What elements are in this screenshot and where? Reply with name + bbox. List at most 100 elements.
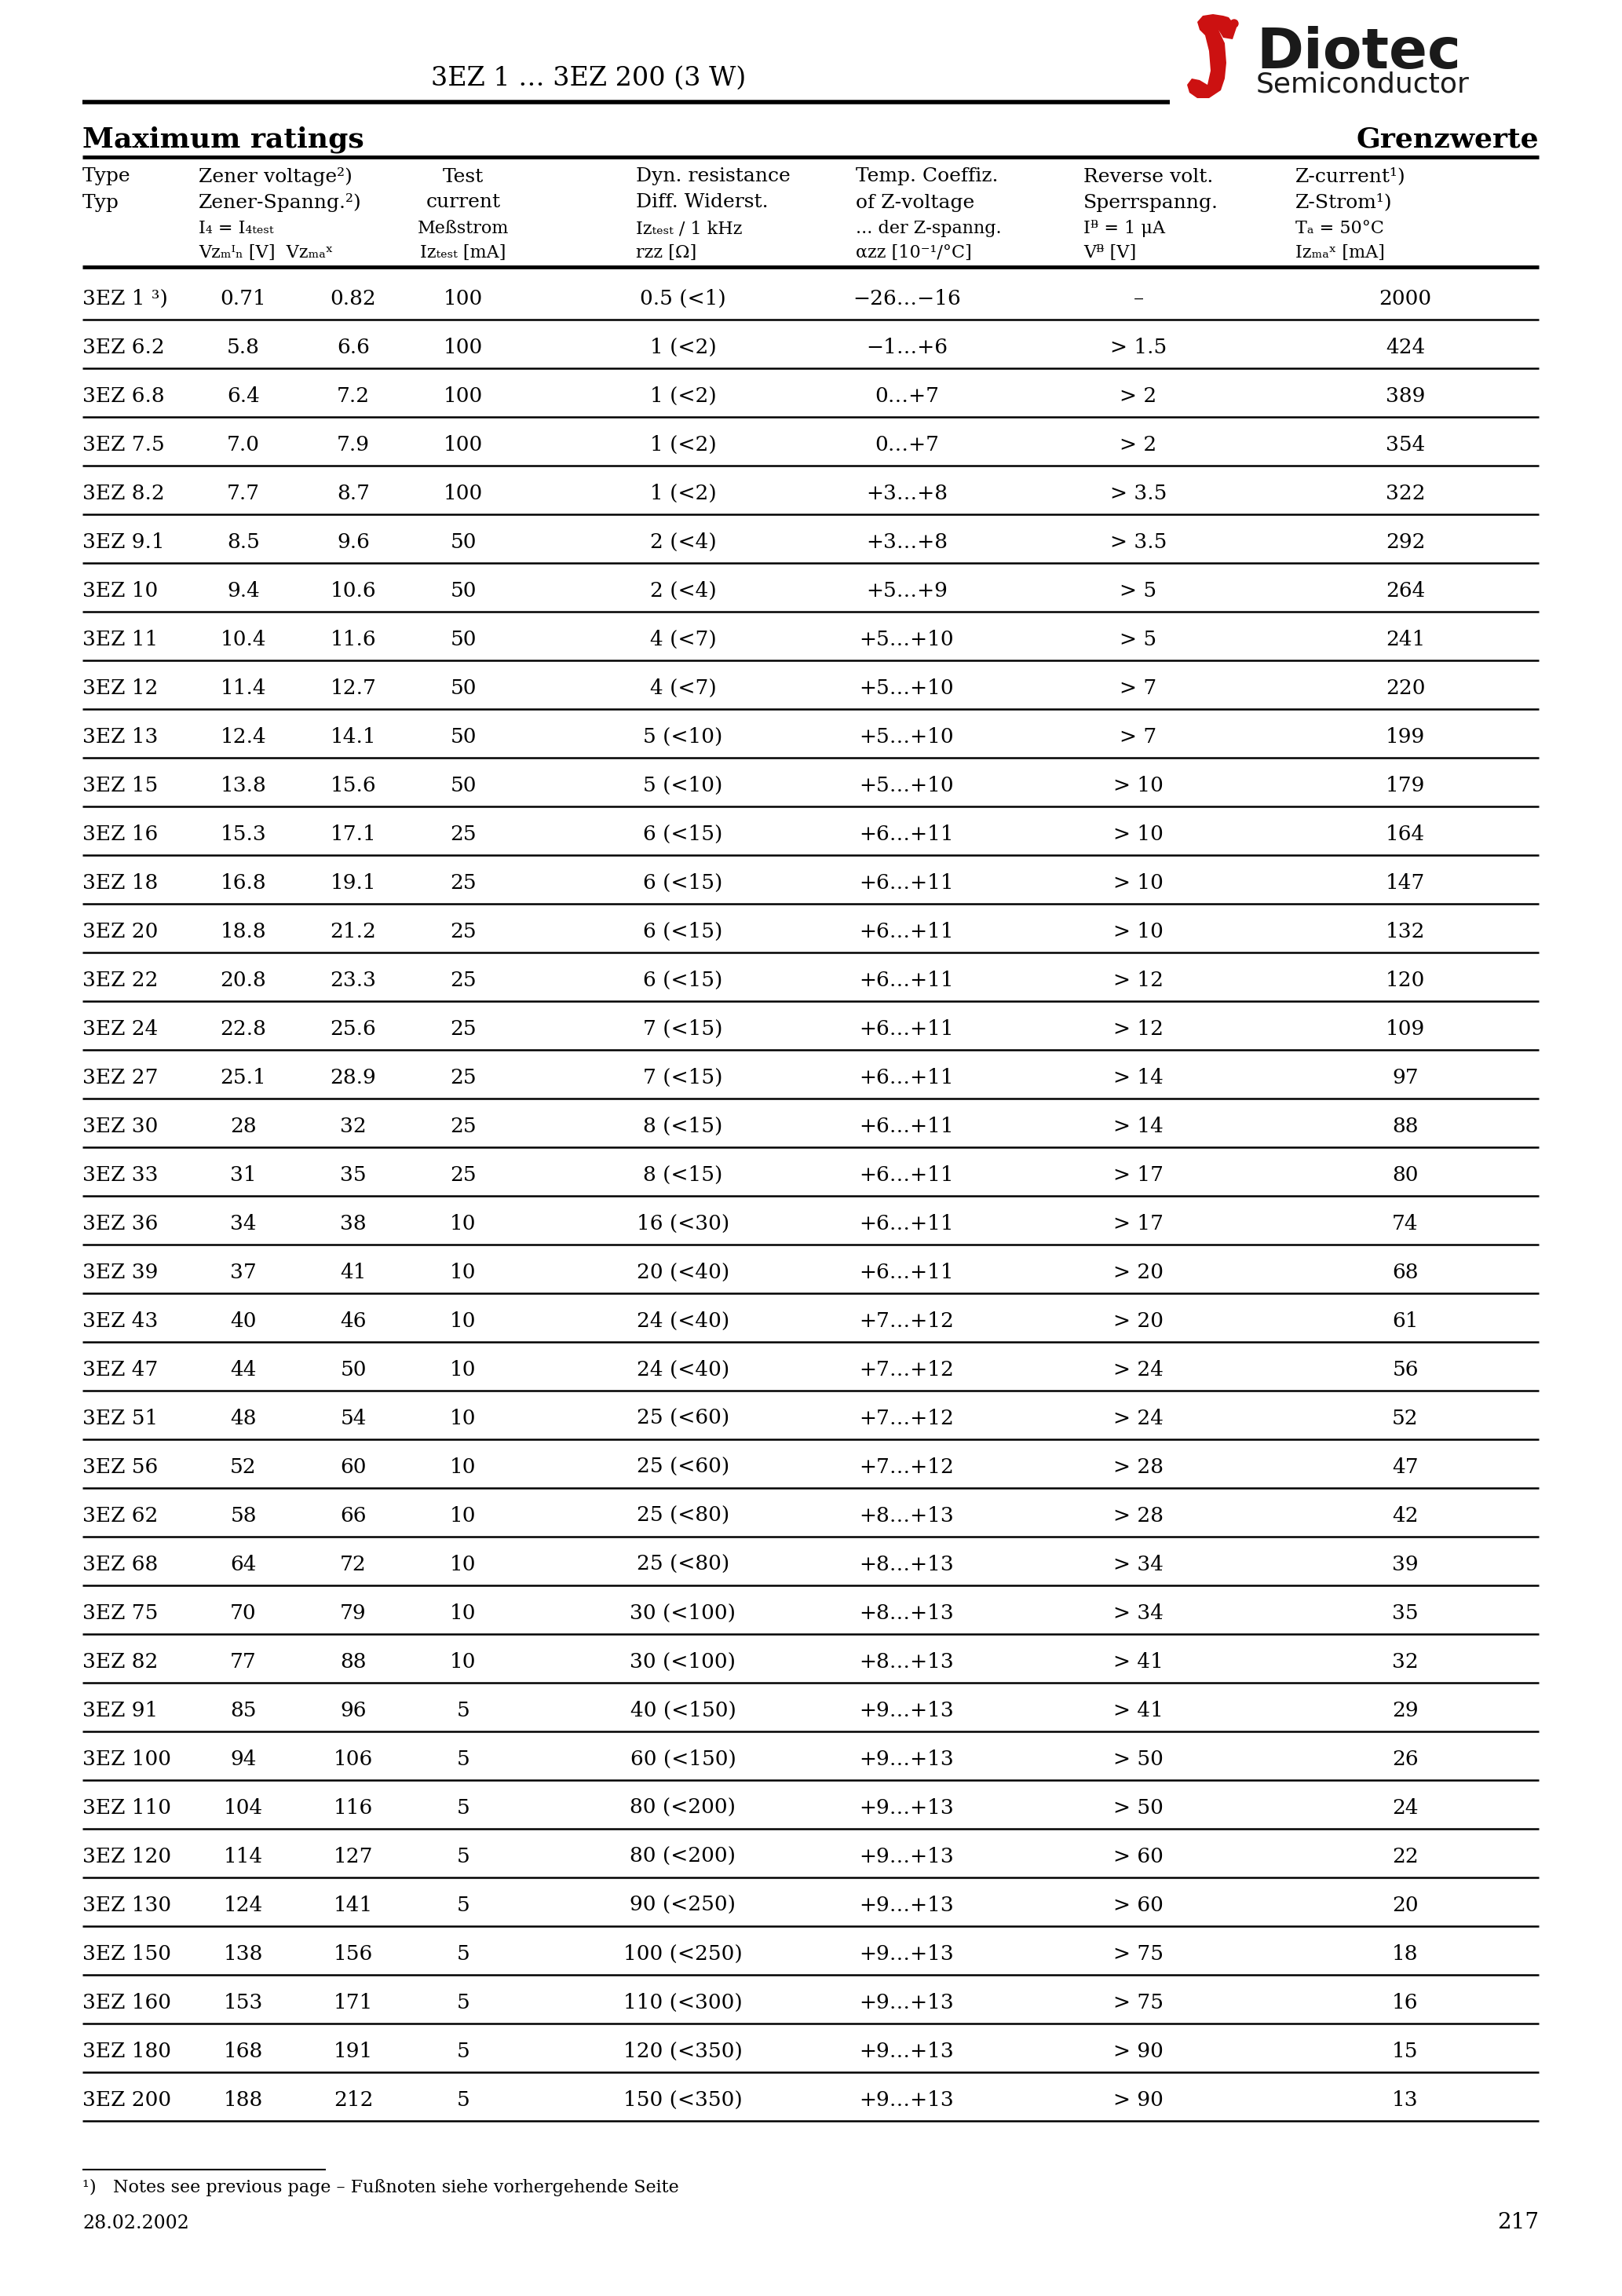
Text: > 75: > 75 xyxy=(1113,1993,1163,2011)
Text: 199: 199 xyxy=(1385,728,1426,746)
Text: 389: 389 xyxy=(1385,386,1426,406)
Text: 3EZ 200: 3EZ 200 xyxy=(83,2089,172,2110)
Text: > 10: > 10 xyxy=(1113,872,1163,893)
Text: 10.6: 10.6 xyxy=(331,581,376,599)
Text: 25.1: 25.1 xyxy=(221,1068,266,1086)
Text: 1 (<2): 1 (<2) xyxy=(650,482,717,503)
Text: 3EZ 68: 3EZ 68 xyxy=(83,1554,157,1575)
Text: 88: 88 xyxy=(1392,1116,1419,1137)
Text: > 3.5: > 3.5 xyxy=(1109,482,1166,503)
Text: 8.7: 8.7 xyxy=(337,482,370,503)
Text: 5: 5 xyxy=(457,1798,470,1818)
Text: Iᴯ = 1 μA: Iᴯ = 1 μA xyxy=(1083,220,1165,236)
Text: 24 (<40): 24 (<40) xyxy=(636,1359,730,1380)
Text: > 90: > 90 xyxy=(1113,2041,1163,2062)
Text: 4 (<7): 4 (<7) xyxy=(650,677,717,698)
Text: 6.4: 6.4 xyxy=(227,386,260,406)
Text: +9…+13: +9…+13 xyxy=(860,1945,954,1963)
Text: +5…+10: +5…+10 xyxy=(860,728,954,746)
Text: 44: 44 xyxy=(230,1359,256,1380)
Text: Zener voltage²): Zener voltage²) xyxy=(198,168,352,186)
Text: rᴢᴢ [Ω]: rᴢᴢ [Ω] xyxy=(636,243,696,262)
Text: 5: 5 xyxy=(457,2041,470,2062)
Text: > 10: > 10 xyxy=(1113,776,1163,794)
Text: 3EZ 15: 3EZ 15 xyxy=(83,776,157,794)
Text: > 28: > 28 xyxy=(1113,1506,1163,1525)
Text: 30 (<100): 30 (<100) xyxy=(629,1603,736,1623)
Text: +9…+13: +9…+13 xyxy=(860,1701,954,1720)
Text: 50: 50 xyxy=(449,533,477,551)
Text: 15.6: 15.6 xyxy=(331,776,376,794)
Text: +7…+12: +7…+12 xyxy=(860,1311,954,1332)
Text: 22: 22 xyxy=(1392,1846,1419,1867)
Text: > 20: > 20 xyxy=(1113,1263,1163,1281)
Text: 18.8: 18.8 xyxy=(221,921,266,941)
Text: 80 (<200): 80 (<200) xyxy=(629,1846,736,1867)
Text: 54: 54 xyxy=(341,1407,367,1428)
Text: 188: 188 xyxy=(224,2089,263,2110)
Text: 4 (<7): 4 (<7) xyxy=(650,629,717,650)
Text: > 17: > 17 xyxy=(1113,1164,1163,1185)
Text: 10: 10 xyxy=(449,1458,477,1476)
Text: 41: 41 xyxy=(341,1263,367,1281)
Text: −1…+6: −1…+6 xyxy=(866,338,947,356)
Text: Dyn. resistance: Dyn. resistance xyxy=(636,168,790,186)
Text: Test: Test xyxy=(443,168,483,186)
Text: 3EZ 62: 3EZ 62 xyxy=(83,1506,157,1525)
Text: Iᴢₜₑₛₜ / 1 kHz: Iᴢₜₑₛₜ / 1 kHz xyxy=(636,220,743,236)
Text: 220: 220 xyxy=(1385,677,1426,698)
Text: Zener-Spanng.²): Zener-Spanng.²) xyxy=(198,193,362,211)
Text: +5…+9: +5…+9 xyxy=(866,581,947,599)
Text: 100: 100 xyxy=(443,434,483,455)
Text: 7.9: 7.9 xyxy=(337,434,370,455)
Text: 3EZ 7.5: 3EZ 7.5 xyxy=(83,434,165,455)
Text: +8…+13: +8…+13 xyxy=(860,1506,954,1525)
Text: 147: 147 xyxy=(1385,872,1426,893)
Text: 10.4: 10.4 xyxy=(221,629,266,650)
Text: 16: 16 xyxy=(1392,1993,1419,2011)
Text: 72: 72 xyxy=(341,1554,367,1575)
Text: Diotec: Diotec xyxy=(1255,25,1461,80)
Text: Iᴢₘₐˣ [mA]: Iᴢₘₐˣ [mA] xyxy=(1296,243,1385,262)
Text: 3EZ 22: 3EZ 22 xyxy=(83,971,159,990)
Text: 80 (<200): 80 (<200) xyxy=(629,1798,736,1818)
Text: 25: 25 xyxy=(449,1116,477,1137)
Text: +9…+13: +9…+13 xyxy=(860,1750,954,1768)
Text: 100: 100 xyxy=(443,289,483,308)
Text: 31: 31 xyxy=(230,1164,256,1185)
Text: 40: 40 xyxy=(230,1311,256,1332)
Text: +6…+11: +6…+11 xyxy=(860,1116,954,1137)
Text: > 17: > 17 xyxy=(1113,1215,1163,1233)
Text: ¹)   Notes see previous page – Fußnoten siehe vorhergehende Seite: ¹) Notes see previous page – Fußnoten si… xyxy=(83,2179,680,2197)
Text: 50: 50 xyxy=(449,677,477,698)
Text: 0.82: 0.82 xyxy=(331,289,376,308)
Text: 3EZ 11: 3EZ 11 xyxy=(83,629,157,650)
Text: 2 (<4): 2 (<4) xyxy=(650,533,717,551)
Text: 6.6: 6.6 xyxy=(337,338,370,356)
Text: 7.7: 7.7 xyxy=(227,482,260,503)
Text: 25.6: 25.6 xyxy=(331,1019,376,1038)
Text: of Z-voltage: of Z-voltage xyxy=(856,193,975,211)
Text: > 60: > 60 xyxy=(1113,1846,1163,1867)
Text: 0…+7: 0…+7 xyxy=(874,434,939,455)
Text: Diff. Widerst.: Diff. Widerst. xyxy=(636,193,769,211)
Text: 17.1: 17.1 xyxy=(331,824,376,843)
Text: 3EZ 18: 3EZ 18 xyxy=(83,872,157,893)
Text: +6…+11: +6…+11 xyxy=(860,872,954,893)
Text: > 75: > 75 xyxy=(1113,1945,1163,1963)
Text: > 12: > 12 xyxy=(1113,1019,1163,1038)
Text: 5.8: 5.8 xyxy=(227,338,260,356)
Text: 24: 24 xyxy=(1392,1798,1419,1818)
Text: 50: 50 xyxy=(449,581,477,599)
Text: −26…−16: −26…−16 xyxy=(853,289,960,308)
Text: 5: 5 xyxy=(457,2089,470,2110)
Text: 23.3: 23.3 xyxy=(331,971,376,990)
Text: 66: 66 xyxy=(341,1506,367,1525)
Text: 25 (<60): 25 (<60) xyxy=(636,1458,730,1476)
Text: 15: 15 xyxy=(1392,2041,1419,2062)
Text: 3EZ 1 ³): 3EZ 1 ³) xyxy=(83,289,169,308)
Text: > 34: > 34 xyxy=(1113,1603,1163,1623)
Text: 106: 106 xyxy=(334,1750,373,1768)
Text: > 12: > 12 xyxy=(1113,971,1163,990)
Text: 3EZ 6.2: 3EZ 6.2 xyxy=(83,338,165,356)
